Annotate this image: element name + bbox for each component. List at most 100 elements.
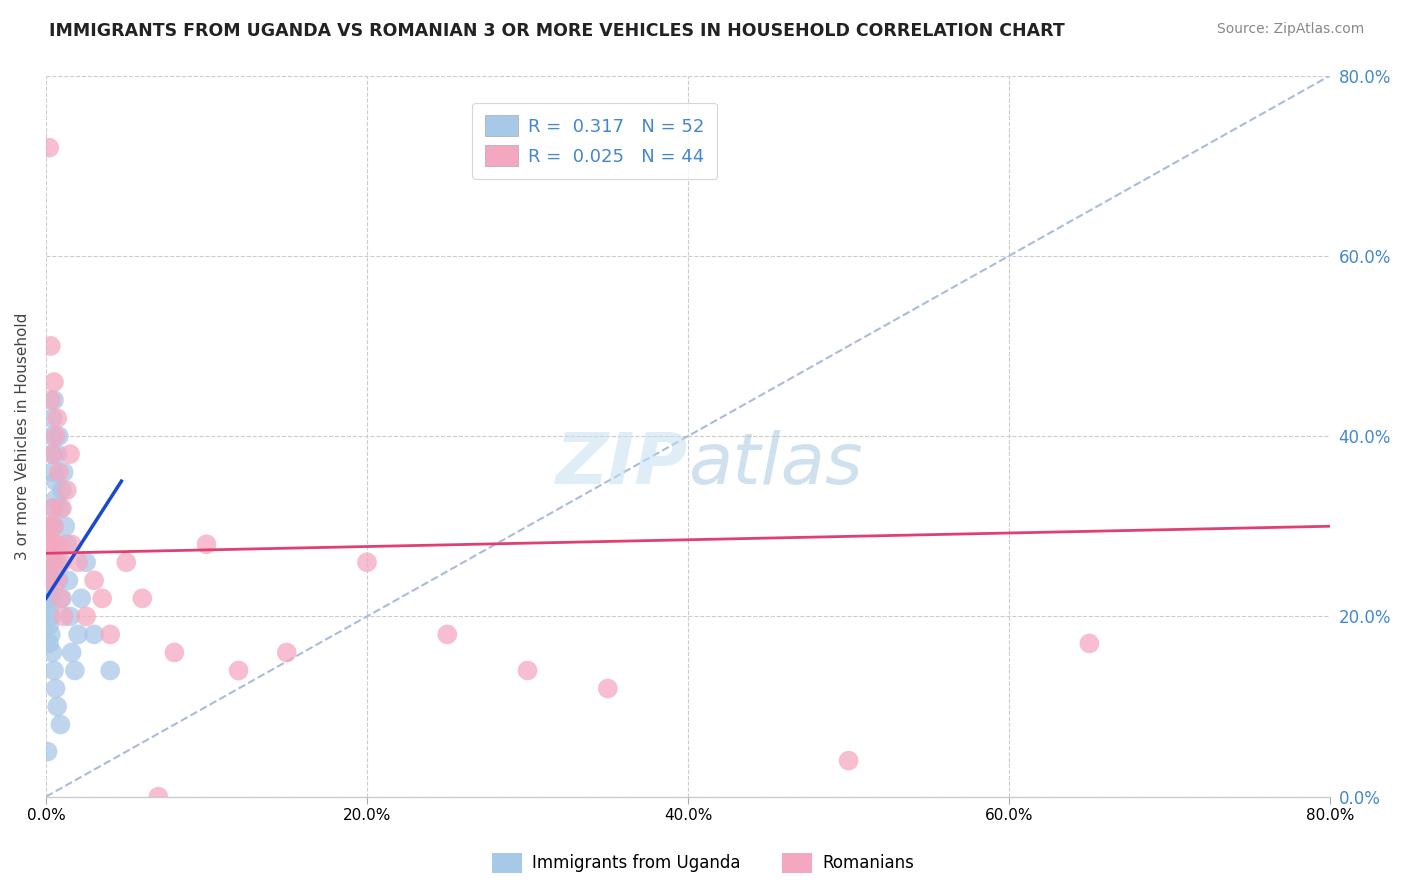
- Point: [39, 339, 62, 353]
- Point: [45, 537, 67, 551]
- Point: [60, 645, 83, 659]
- Point: [37, 555, 59, 569]
- Point: [51, 591, 73, 606]
- Point: [49, 717, 72, 731]
- Point: [46, 699, 69, 714]
- Y-axis label: 3 or more Vehicles in Household: 3 or more Vehicles in Household: [15, 312, 30, 560]
- Point: [42, 375, 65, 389]
- Point: [42, 519, 65, 533]
- Point: [41, 465, 63, 479]
- Point: [39, 609, 62, 624]
- Point: [38, 582, 60, 597]
- Point: [59, 609, 82, 624]
- Point: [83, 627, 105, 641]
- Point: [56, 537, 79, 551]
- Point: [276, 645, 298, 659]
- Point: [42, 664, 65, 678]
- Point: [41, 429, 63, 443]
- Point: [41, 447, 63, 461]
- Point: [39, 627, 62, 641]
- Point: [195, 537, 218, 551]
- Point: [38, 574, 60, 588]
- Point: [39, 591, 62, 606]
- Text: Source: ZipAtlas.com: Source: ZipAtlas.com: [1216, 22, 1364, 37]
- Point: [45, 474, 67, 488]
- Point: [67, 627, 90, 641]
- Point: [37, 555, 59, 569]
- Point: [41, 447, 63, 461]
- Point: [45, 492, 67, 507]
- Point: [51, 555, 73, 569]
- Point: [67, 555, 90, 569]
- Point: [46, 447, 69, 461]
- Point: [39, 519, 62, 533]
- Point: [38, 528, 60, 542]
- Point: [45, 681, 67, 696]
- Point: [39, 574, 62, 588]
- Point: [58, 574, 80, 588]
- Point: [228, 664, 250, 678]
- Point: [115, 555, 138, 569]
- Point: [46, 411, 69, 425]
- Point: [83, 574, 105, 588]
- Point: [42, 392, 65, 407]
- Point: [37, 574, 59, 588]
- Point: [39, 392, 62, 407]
- Point: [41, 411, 63, 425]
- Point: [53, 519, 76, 533]
- Point: [38, 141, 60, 155]
- Legend: R =  0.317   N = 52, R =  0.025   N = 44: R = 0.317 N = 52, R = 0.025 N = 44: [472, 103, 717, 178]
- Point: [42, 501, 65, 516]
- Point: [48, 574, 70, 588]
- Point: [37, 537, 59, 551]
- Point: [49, 591, 72, 606]
- Text: ZIP: ZIP: [555, 431, 688, 500]
- Point: [41, 645, 63, 659]
- Point: [46, 555, 69, 569]
- Text: atlas: atlas: [688, 431, 863, 500]
- Point: [356, 555, 378, 569]
- Point: [39, 555, 62, 569]
- Point: [41, 501, 63, 516]
- Point: [75, 609, 97, 624]
- Point: [1078, 636, 1101, 650]
- Point: [131, 591, 153, 606]
- Point: [98, 627, 121, 641]
- Point: [37, 745, 59, 759]
- Point: [60, 537, 83, 551]
- Point: [596, 681, 619, 696]
- Point: [48, 465, 70, 479]
- Point: [48, 429, 70, 443]
- Point: [75, 555, 97, 569]
- Point: [436, 627, 458, 641]
- Point: [38, 546, 60, 560]
- Point: [63, 664, 86, 678]
- Point: [39, 537, 62, 551]
- Point: [838, 754, 860, 768]
- Point: [51, 483, 73, 498]
- Point: [38, 519, 60, 533]
- Point: [39, 537, 62, 551]
- Point: [59, 447, 82, 461]
- Point: [56, 483, 79, 498]
- Point: [45, 429, 67, 443]
- Point: [98, 664, 121, 678]
- Point: [42, 555, 65, 569]
- Point: [42, 519, 65, 533]
- Point: [70, 591, 93, 606]
- Text: IMMIGRANTS FROM UGANDA VS ROMANIAN 3 OR MORE VEHICLES IN HOUSEHOLD CORRELATION C: IMMIGRANTS FROM UGANDA VS ROMANIAN 3 OR …: [49, 22, 1064, 40]
- Point: [91, 591, 114, 606]
- Point: [51, 501, 73, 516]
- Point: [148, 789, 170, 804]
- Point: [52, 609, 75, 624]
- Point: [516, 664, 538, 678]
- Point: [38, 600, 60, 615]
- Point: [52, 465, 75, 479]
- Point: [46, 574, 69, 588]
- Point: [38, 618, 60, 632]
- Point: [38, 564, 60, 578]
- Point: [37, 537, 59, 551]
- Point: [49, 501, 72, 516]
- Point: [37, 591, 59, 606]
- Point: [48, 537, 70, 551]
